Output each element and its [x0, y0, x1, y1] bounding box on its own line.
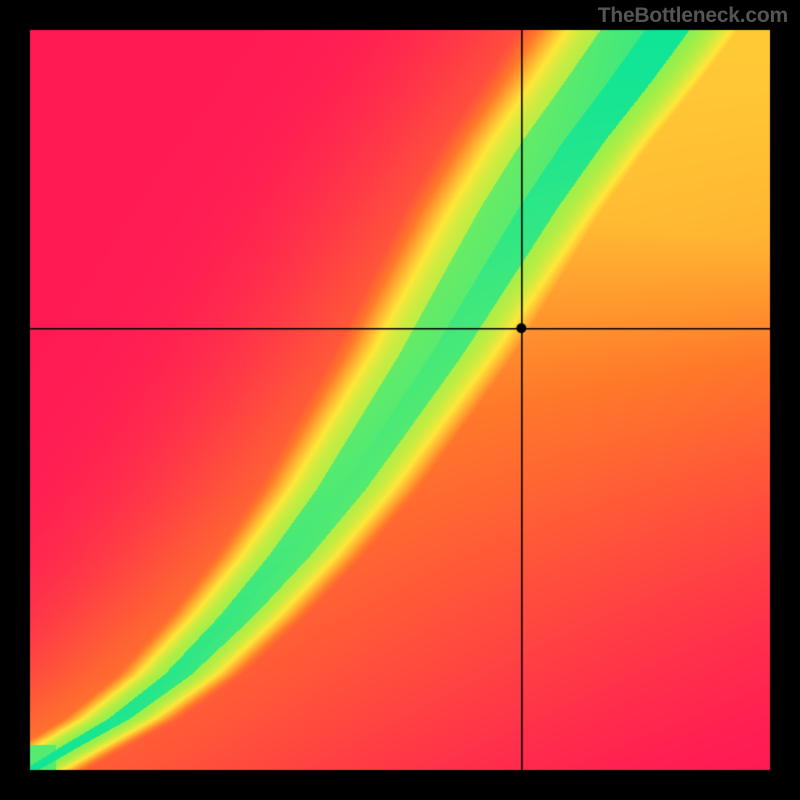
chart-container: TheBottleneck.com — [0, 0, 800, 800]
watermark-text: TheBottleneck.com — [598, 4, 788, 28]
heatmap-canvas — [0, 0, 800, 800]
